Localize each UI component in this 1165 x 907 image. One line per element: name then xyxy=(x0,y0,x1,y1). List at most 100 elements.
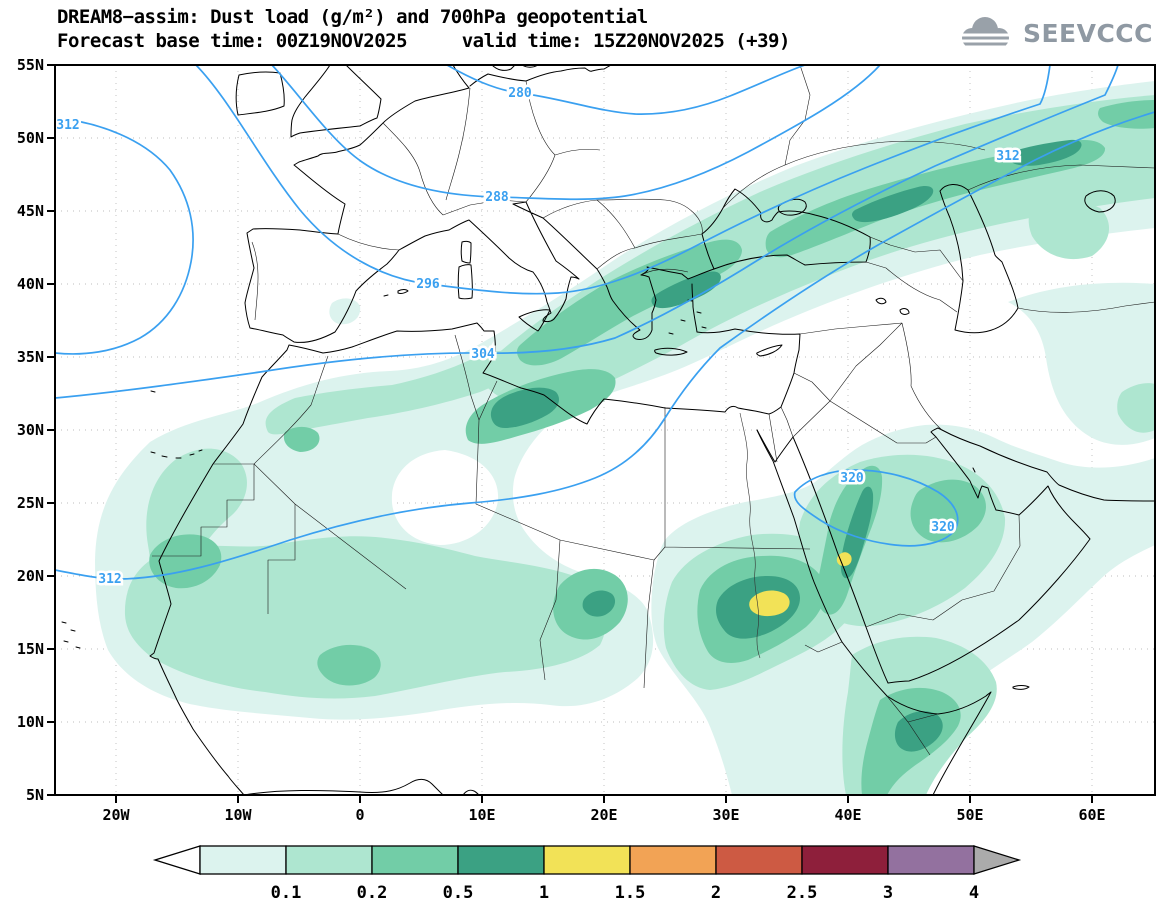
contour-304 xyxy=(55,65,1119,399)
dust-region xyxy=(265,350,520,435)
lat-label: 10N xyxy=(17,713,44,731)
dust-region xyxy=(283,426,320,452)
lakes xyxy=(875,190,1116,315)
colorbar-tick-label: 0.5 xyxy=(443,883,474,903)
dust-region xyxy=(894,711,943,752)
coastline-europe-atlantic xyxy=(244,65,470,343)
island-crete xyxy=(654,347,688,356)
coastline-gulf-of-guinea xyxy=(243,778,480,795)
lon-label: 50E xyxy=(956,806,983,824)
colorbar-segment-5 xyxy=(543,845,631,875)
colorbar-segment-4 xyxy=(457,845,545,875)
border-line xyxy=(251,233,400,321)
dust-region xyxy=(517,239,742,366)
coastline-iran-gulf xyxy=(941,429,1155,502)
colorbar-tick-label: 0.1 xyxy=(271,883,302,903)
coastline-ireland xyxy=(235,71,285,116)
coastline-britain xyxy=(290,65,382,138)
colorbar-segment-9 xyxy=(887,845,975,875)
lon-label: 10W xyxy=(224,806,252,824)
colorbar-arrow-left xyxy=(152,845,201,875)
contour-312-arc xyxy=(55,117,194,355)
border-line xyxy=(454,334,811,689)
lat-label: 40N xyxy=(17,275,44,293)
contour-label-320-upper: 320 xyxy=(840,471,864,486)
coastline-layer xyxy=(61,65,1155,795)
contour-label-296: 296 xyxy=(416,277,440,292)
longitude-labels: 20W 10W 0 10E 20E 30E 40E 50E 60E xyxy=(102,806,1105,824)
island-cyprus xyxy=(756,344,783,357)
colorbar-tick-label: 2 xyxy=(711,883,721,903)
coastline-sinai xyxy=(756,429,794,463)
dust-region xyxy=(490,387,559,428)
lat-label: 35N xyxy=(17,348,44,366)
coastline-levant-north-africa xyxy=(149,283,801,795)
lat-label: 15N xyxy=(17,640,44,658)
island-sicily xyxy=(518,309,551,332)
border-line xyxy=(799,236,964,431)
lat-label: 25N xyxy=(17,494,44,512)
longitude-ticks xyxy=(115,795,1093,803)
colorbar-tick-label: 0.2 xyxy=(357,883,388,903)
colorbar-segment-3 xyxy=(371,845,459,875)
contour-label-312-northeast: 312 xyxy=(996,149,1019,164)
contour-312-main xyxy=(55,111,1155,580)
island-sardinia xyxy=(457,264,473,300)
colorbar-tick-label: 2.5 xyxy=(787,883,818,903)
lon-label: 10E xyxy=(468,806,495,824)
logo-text: SEEVCCC xyxy=(1022,18,1153,48)
colorbar-segment-6 xyxy=(629,845,717,875)
lat-label: 50N xyxy=(17,129,44,147)
coastline-red-sea-horn xyxy=(756,429,992,795)
coastline-arabia xyxy=(792,427,1091,684)
contour-labels: 280 288 296 304 312 312 312 320 320 xyxy=(54,84,1022,590)
coastline-italy-greece xyxy=(448,201,715,340)
colorbar-tick-label: 1.5 xyxy=(615,883,646,903)
coastline-baltic xyxy=(469,65,612,87)
lat-label: 30N xyxy=(17,421,44,439)
contour-label-288: 288 xyxy=(485,190,509,205)
lon-label: 60E xyxy=(1078,806,1105,824)
contour-296 xyxy=(195,65,1051,295)
dust-shading xyxy=(95,81,1155,795)
dust-fill-level-1.5 xyxy=(749,552,852,617)
dust-region xyxy=(317,644,381,686)
dust-region xyxy=(852,185,934,223)
contour-label-280: 280 xyxy=(508,86,532,101)
dust-region xyxy=(1098,100,1155,129)
chart-subtitle: Forecast base time: 00Z19NOV2025 valid t… xyxy=(57,30,790,52)
lon-label: 0 xyxy=(355,806,364,824)
lat-label: 55N xyxy=(17,56,44,74)
latitude-ticks xyxy=(47,64,55,796)
colorbar-tick-label: 3 xyxy=(883,883,893,903)
colorbar: 0.1 0.2 0.5 1 1.5 2 2.5 3 4 xyxy=(152,845,1022,903)
dust-region xyxy=(124,536,606,699)
dust-region xyxy=(749,590,790,617)
border-line xyxy=(382,80,601,216)
colorbar-segment-2 xyxy=(285,845,373,875)
contour-label-320-lower: 320 xyxy=(931,520,955,535)
border-line xyxy=(804,514,1021,756)
geopotential-contours xyxy=(55,65,1155,580)
contour-label-312-south: 312 xyxy=(98,572,121,587)
latitude-labels: 55N 50N 45N 40N 35N 30N 25N 20N 15N 10N … xyxy=(17,56,44,804)
seevccc-logo: SEEVCCC xyxy=(953,14,1153,52)
colorbar-segment-1 xyxy=(199,845,287,875)
chart-title: DREAM8−assim: Dust load (g/m²) and 700hP… xyxy=(57,6,648,28)
colorbar-segment-8 xyxy=(801,845,889,875)
dust-region xyxy=(651,271,721,309)
lon-label: 20W xyxy=(102,806,130,824)
colorbar-segment-7 xyxy=(715,845,803,875)
dust-region xyxy=(836,552,852,566)
map-frame-group: 55N 50N 45N 40N 35N 30N 25N 20N 15N 10N … xyxy=(17,56,1156,824)
contour-label-312-west: 312 xyxy=(56,118,79,133)
lat-label: 45N xyxy=(17,202,44,220)
contour-288 xyxy=(271,65,881,201)
dust-region xyxy=(1117,383,1155,433)
colorbar-arrow-right xyxy=(973,845,1022,875)
contour-label-304: 304 xyxy=(471,347,495,362)
lat-label: 5N xyxy=(26,786,44,804)
dust-region xyxy=(910,479,986,543)
